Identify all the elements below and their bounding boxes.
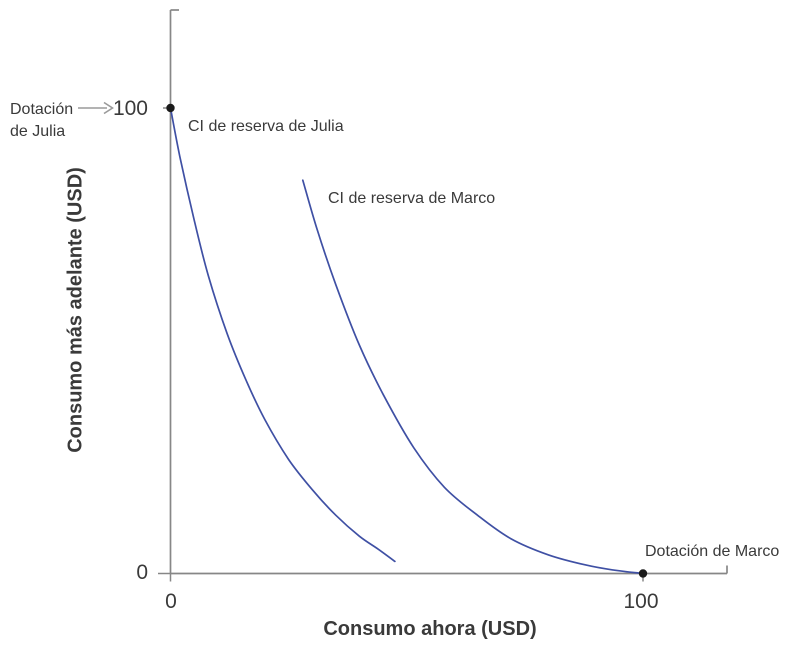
julia-endowment-label: Dotación de Julia — [10, 99, 73, 143]
julia-curve-label: CI de reserva de Julia — [188, 118, 344, 135]
y-axis-title: Consumo más adelante (USD) — [64, 167, 87, 453]
y-axis-tick-label-100: 100 — [112, 97, 148, 120]
marco-endowment-label: Dotación de Marco — [645, 543, 780, 560]
julia-endowment-label-line2: de Julia — [10, 123, 66, 140]
marco-reservation-curve — [301, 179, 644, 575]
julia-endowment-label-line1: Dotación — [10, 101, 74, 118]
x-axis-title: Consumo ahora (USD) — [323, 618, 537, 640]
marco-curve-label: CI de reserva de Marco — [328, 190, 496, 207]
x-axis-tick-label-0: 0 — [165, 590, 177, 613]
julia-endowment-point — [166, 103, 175, 113]
marco-endowment-point — [638, 569, 648, 578]
endowment-arrow-icon — [78, 101, 114, 115]
x-axis-tick-label-100: 100 — [623, 590, 659, 613]
y-axis-tick-label-0: 0 — [136, 561, 148, 584]
julia-reservation-curve — [169, 107, 396, 563]
